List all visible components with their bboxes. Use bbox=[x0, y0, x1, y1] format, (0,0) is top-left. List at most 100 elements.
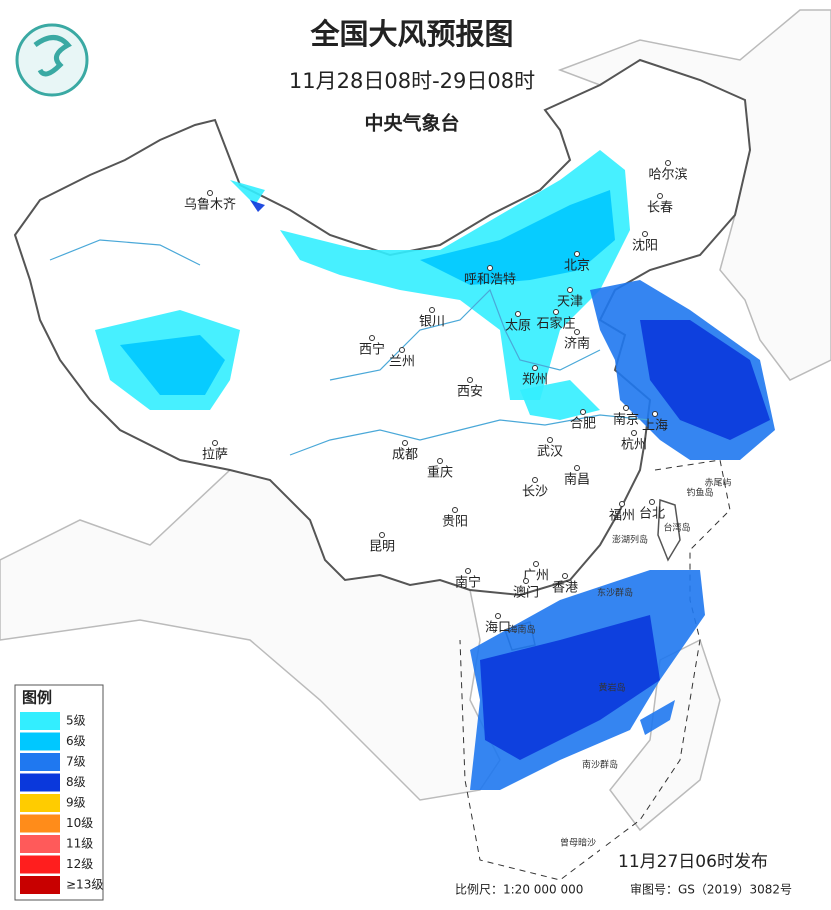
wind-area bbox=[520, 380, 600, 420]
city-label: 福州 bbox=[609, 509, 635, 524]
legend-label: 12级 bbox=[66, 857, 93, 871]
city-dot bbox=[495, 613, 501, 619]
city-label: 济南 bbox=[564, 336, 590, 352]
approval: 审图号：GS（2019）3082号 bbox=[630, 882, 792, 897]
city-dot bbox=[532, 365, 538, 371]
city-label: 武汉 bbox=[537, 445, 563, 460]
city-label: 西宁 bbox=[359, 342, 385, 358]
city-label: 上海 bbox=[642, 419, 668, 434]
city-label: 杭州 bbox=[621, 438, 647, 453]
city-dot bbox=[379, 532, 385, 538]
city-label: 沈阳 bbox=[632, 239, 658, 254]
wind-areas bbox=[95, 150, 775, 790]
city-dot bbox=[487, 265, 493, 271]
legend-label: ≥13级 bbox=[66, 878, 103, 892]
city-label: 澳门 bbox=[513, 585, 539, 601]
wind-area bbox=[230, 180, 265, 205]
city-dot bbox=[465, 568, 471, 574]
river bbox=[49, 239, 201, 266]
legend-label: 9级 bbox=[66, 796, 86, 810]
city-dot bbox=[523, 578, 529, 584]
legend-title: 图例 bbox=[22, 689, 52, 707]
rivers bbox=[49, 239, 651, 456]
city-label: 呼和浩特 bbox=[464, 273, 516, 288]
city-dot bbox=[212, 440, 218, 446]
city-label: 乌鲁木齐 bbox=[184, 197, 236, 213]
scale: 比例尺：1:20 000 000 bbox=[455, 883, 583, 897]
legend-swatch bbox=[20, 876, 60, 894]
city-dot bbox=[574, 465, 580, 471]
city-label: 成都 bbox=[392, 448, 418, 463]
island-label: 南沙群岛 bbox=[582, 759, 618, 771]
wind-area bbox=[640, 700, 675, 735]
legend-label: 11级 bbox=[66, 837, 93, 851]
legend-label: 7级 bbox=[66, 755, 86, 769]
island-label: 黄岩岛 bbox=[598, 682, 625, 694]
city-label: 天津 bbox=[557, 295, 583, 310]
issued: 11月27日06时发布 bbox=[618, 852, 768, 872]
city-dot bbox=[515, 311, 521, 317]
legend-swatch bbox=[20, 835, 60, 853]
legend-swatch bbox=[20, 814, 60, 833]
city-dot bbox=[665, 160, 671, 166]
city-dot bbox=[580, 409, 586, 415]
city-label: 银川 bbox=[419, 315, 445, 330]
city-dot bbox=[437, 458, 443, 464]
city-dot bbox=[547, 437, 553, 443]
island-label: 赤尾屿 bbox=[704, 478, 731, 489]
wind-area bbox=[420, 190, 615, 285]
legend-swatch bbox=[20, 794, 60, 812]
city-label: 海口 bbox=[485, 621, 511, 636]
city-dot bbox=[657, 193, 663, 199]
city-dot bbox=[562, 573, 568, 579]
city-dot bbox=[207, 190, 213, 196]
city-label: 拉萨 bbox=[202, 448, 228, 463]
city-label: 石家庄 bbox=[536, 316, 575, 332]
city-dot bbox=[574, 329, 580, 335]
city-dot bbox=[623, 405, 629, 411]
city-label: 西安 bbox=[457, 385, 483, 400]
city-dot bbox=[649, 499, 655, 505]
wind-area bbox=[120, 335, 225, 395]
city-dot bbox=[567, 287, 573, 293]
city-label: 长春 bbox=[647, 201, 673, 216]
city-label: 哈尔滨 bbox=[648, 167, 687, 183]
taiwan bbox=[657, 498, 681, 562]
island-label: 海南岛 bbox=[508, 624, 535, 636]
city-dot bbox=[652, 411, 658, 417]
city-dot bbox=[631, 430, 637, 436]
city-label: 贵阳 bbox=[442, 515, 468, 530]
legend-label: 8级 bbox=[66, 775, 86, 789]
city-label: 郑州 bbox=[522, 373, 548, 388]
city-label: 南宁 bbox=[455, 575, 481, 591]
wind-area bbox=[640, 320, 770, 440]
city-label: 北京 bbox=[564, 259, 590, 274]
city-dot bbox=[399, 347, 405, 353]
river bbox=[289, 414, 651, 456]
city-label: 太原 bbox=[505, 319, 531, 334]
city-dot bbox=[619, 501, 625, 507]
logo-mark bbox=[33, 35, 72, 77]
city-label: 昆明 bbox=[369, 540, 395, 555]
issued-bg bbox=[600, 848, 790, 876]
city-dot bbox=[467, 377, 473, 383]
city-dot bbox=[553, 309, 559, 315]
city-label: 南京 bbox=[613, 412, 639, 428]
legend: 5级 6级 7级 8级 9级 10级 11级 12级 ≥13级 bbox=[20, 712, 103, 894]
legend-swatch bbox=[20, 753, 60, 771]
agency: 中央气象台 bbox=[364, 112, 459, 135]
maritime-line bbox=[459, 459, 731, 881]
city-label: 台北 bbox=[639, 507, 665, 522]
river bbox=[329, 288, 601, 381]
island-label: 澎湖列岛 bbox=[612, 534, 648, 546]
title: 全国大风预报图 bbox=[309, 17, 513, 51]
city-dot bbox=[452, 507, 458, 513]
legend-label: 10级 bbox=[66, 816, 93, 830]
wind-area bbox=[480, 615, 660, 760]
city-label: 合肥 bbox=[570, 417, 596, 432]
city-dot bbox=[642, 231, 648, 237]
city-dot bbox=[533, 561, 539, 567]
legend-label: 6级 bbox=[66, 734, 86, 748]
city-label: 长沙 bbox=[522, 485, 548, 500]
